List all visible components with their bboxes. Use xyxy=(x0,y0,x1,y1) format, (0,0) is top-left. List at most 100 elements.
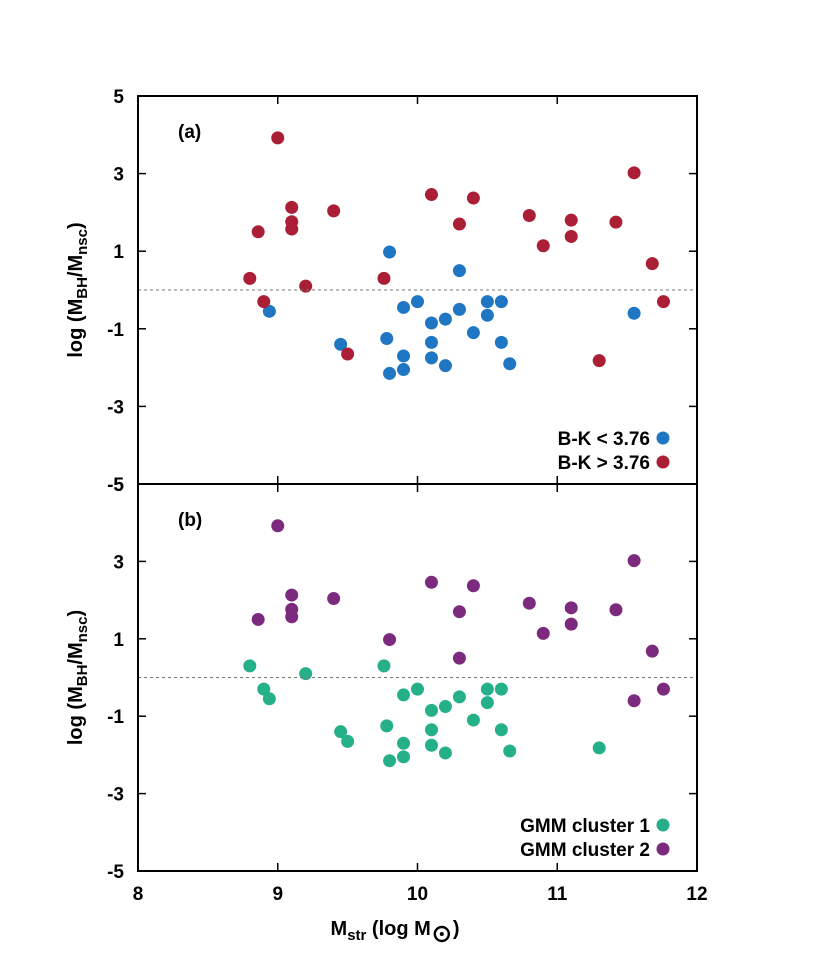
data-point xyxy=(536,626,550,640)
data-point xyxy=(536,239,550,253)
panel-b-points xyxy=(243,519,670,768)
data-point xyxy=(564,601,578,615)
data-point xyxy=(592,354,606,368)
data-point xyxy=(383,366,397,380)
data-point xyxy=(397,349,411,363)
data-point xyxy=(341,347,355,361)
data-point xyxy=(243,659,257,673)
data-point xyxy=(452,651,466,665)
data-point xyxy=(466,713,480,727)
data-point xyxy=(522,209,536,223)
y-tick-label: -3 xyxy=(107,397,124,418)
data-point xyxy=(411,682,424,696)
data-point xyxy=(327,204,341,218)
data-point xyxy=(494,723,508,737)
y-tick-label: -1 xyxy=(107,320,124,341)
data-point xyxy=(285,222,299,236)
data-point xyxy=(377,271,391,285)
data-point xyxy=(480,696,494,710)
data-point xyxy=(564,213,578,227)
legend-label-gmm-1: GMM cluster 1 xyxy=(520,816,650,837)
data-point xyxy=(424,188,438,202)
panel-b-y-tick-labels: -5 -3 -1 1 3 5 xyxy=(107,475,124,883)
data-point xyxy=(380,332,394,345)
data-point xyxy=(438,312,452,326)
data-point xyxy=(564,617,578,631)
data-point xyxy=(299,279,313,293)
data-point xyxy=(494,682,508,696)
data-point xyxy=(424,575,438,589)
legend-marker-gmm-1 xyxy=(656,818,670,832)
x-title-sub: str xyxy=(347,927,366,944)
data-point xyxy=(452,302,466,316)
y-tick-label: -5 xyxy=(107,475,124,496)
data-point xyxy=(257,295,271,309)
data-point xyxy=(285,610,299,624)
data-point xyxy=(299,667,313,681)
y-tick-label: 1 xyxy=(113,630,124,651)
data-point xyxy=(480,682,494,696)
data-point xyxy=(257,682,271,696)
y-tick-label: 1 xyxy=(113,242,124,263)
y-tick-label: -5 xyxy=(107,862,124,883)
y-tick-label: 5 xyxy=(113,475,124,496)
panel-a: (a) B-K < 3.76 B-K > 3.76 -5 -3 -1 1 3 5 log … xyxy=(65,87,698,496)
x-title-main: M xyxy=(331,918,348,940)
data-point xyxy=(438,746,452,760)
data-point xyxy=(424,738,438,752)
data-point xyxy=(627,554,641,568)
data-point xyxy=(480,308,494,322)
data-point xyxy=(424,335,438,349)
panel-a-y-tick-labels: -5 -3 -1 1 3 5 xyxy=(107,87,124,496)
data-point xyxy=(397,300,411,314)
data-point xyxy=(243,271,257,285)
data-point xyxy=(285,588,299,602)
x-tick-label: 12 xyxy=(686,884,707,905)
y-tick-label: -3 xyxy=(107,785,124,806)
data-point xyxy=(452,264,466,278)
x-tick-label: 8 xyxy=(133,884,144,905)
y-tick-label: -1 xyxy=(107,707,124,728)
data-point xyxy=(609,603,623,617)
panel-b-label: (b) xyxy=(178,510,202,531)
data-point xyxy=(285,200,299,214)
data-point xyxy=(480,295,494,309)
data-point xyxy=(645,644,659,658)
data-point xyxy=(438,359,452,373)
legend-label-bk-high: B-K > 3.76 xyxy=(558,453,650,474)
data-point xyxy=(503,744,517,758)
data-point xyxy=(645,257,659,271)
data-point xyxy=(609,215,623,229)
x-axis-title: Mstr (log M) xyxy=(331,918,460,944)
data-point xyxy=(452,605,466,619)
data-point xyxy=(327,592,341,606)
y-title-open: log (M xyxy=(65,299,87,358)
data-point xyxy=(592,741,606,755)
legend-label-gmm-2: GMM cluster 2 xyxy=(520,840,650,861)
data-point xyxy=(466,191,480,205)
data-point xyxy=(656,682,670,696)
panel-b: (b) GMM cluster 1 GMM cluster 2 -5 -3 -1 1 3… xyxy=(65,475,708,905)
data-point xyxy=(251,612,265,626)
data-point xyxy=(411,295,424,309)
sun-symbol-icon xyxy=(433,925,451,943)
data-point xyxy=(334,725,348,739)
x-title-open: (log M xyxy=(366,918,430,940)
data-point xyxy=(424,723,438,737)
panel-b-y-axis-title: log (MBH/Mnsc) xyxy=(65,610,91,745)
y-title-sub-nsc: nsc xyxy=(74,229,91,255)
data-point xyxy=(466,326,480,340)
y-title-mid: /M xyxy=(65,642,87,664)
data-point xyxy=(494,335,508,349)
x-tick-label: 11 xyxy=(547,884,568,905)
data-point xyxy=(397,736,411,750)
panel-a-label: (a) xyxy=(178,122,201,143)
data-point xyxy=(627,166,641,180)
panel-b-legend: GMM cluster 1 GMM cluster 2 xyxy=(520,816,670,861)
panel-b-frame xyxy=(137,483,698,872)
data-point xyxy=(424,316,438,330)
panel-b-x-tick-labels: 8 9 10 11 12 xyxy=(133,884,708,905)
data-point xyxy=(383,633,397,647)
data-point xyxy=(271,519,285,533)
data-point xyxy=(424,351,438,365)
